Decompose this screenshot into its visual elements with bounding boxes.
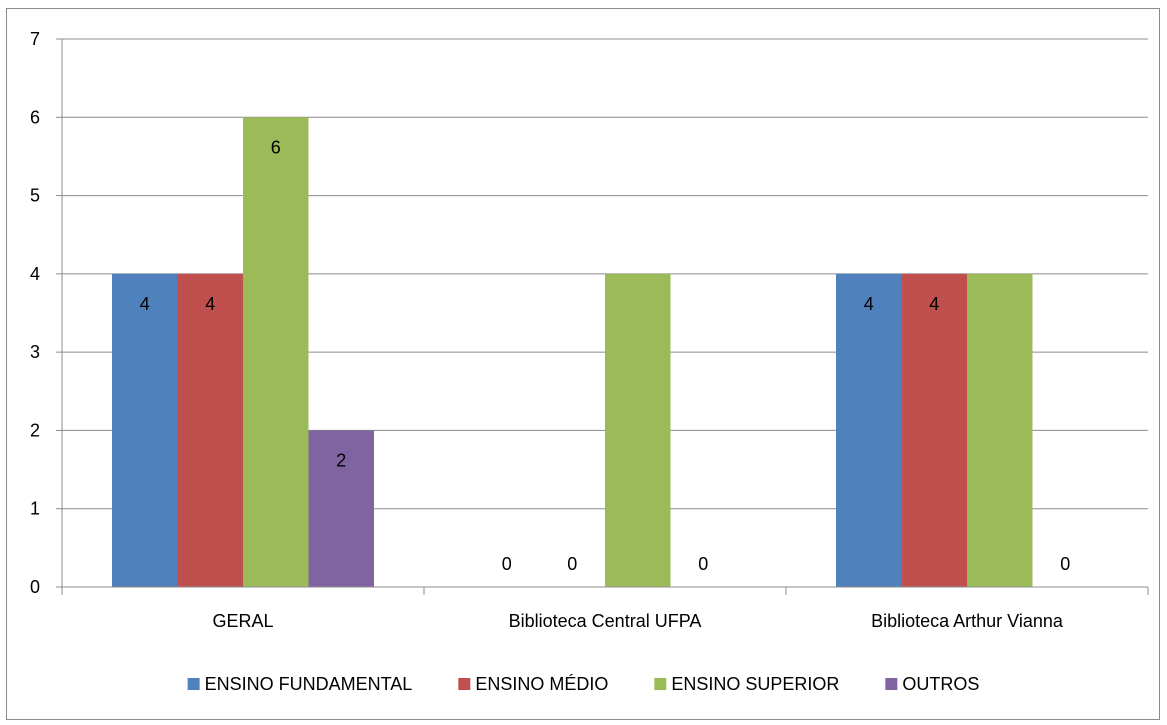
bar xyxy=(177,273,243,587)
y-tick-label: 2 xyxy=(30,420,40,440)
data-label: 0 xyxy=(567,554,577,574)
bar xyxy=(308,430,374,587)
x-tick-label: Biblioteca Arthur Vianna xyxy=(871,611,1064,631)
y-tick-label: 7 xyxy=(30,29,40,49)
legend-swatch xyxy=(187,678,200,690)
legend-entry: OUTROS xyxy=(902,674,979,694)
data-labels: 4 4 6 2 0 0 0 4 4 0 xyxy=(140,137,1071,574)
bar xyxy=(605,273,671,587)
legend-entry: ENSINO FUNDAMENTAL xyxy=(205,674,413,694)
x-tick-label: Biblioteca Central UFPA xyxy=(509,611,702,631)
bar xyxy=(901,273,967,587)
bars xyxy=(112,117,1033,588)
legend-entry: ENSINO SUPERIOR xyxy=(671,674,839,694)
data-label: 4 xyxy=(205,294,215,314)
data-label: 0 xyxy=(698,554,708,574)
data-label: 4 xyxy=(929,294,939,314)
data-label: 0 xyxy=(502,554,512,574)
y-tick-label: 4 xyxy=(30,264,40,284)
bar xyxy=(112,273,178,587)
bar xyxy=(836,273,902,587)
data-label: 2 xyxy=(336,450,346,470)
data-label: 6 xyxy=(271,137,281,157)
axes: 0 1 2 3 4 5 6 7 GERAL Biblioteca Central UFPA Bibl… xyxy=(30,29,1149,631)
y-tick-label: 1 xyxy=(30,499,40,519)
y-tick-label: 6 xyxy=(30,107,40,127)
bar xyxy=(243,117,309,588)
x-tick-label: GERAL xyxy=(212,611,273,631)
data-label: 0 xyxy=(1060,554,1070,574)
legend-swatch xyxy=(458,678,471,690)
y-tick-label: 5 xyxy=(30,186,40,206)
legend-entry: ENSINO MÉDIO xyxy=(475,674,608,694)
bar xyxy=(967,273,1033,587)
y-tick-label: 3 xyxy=(30,342,40,362)
y-tick-label: 0 xyxy=(30,577,40,597)
legend-swatch xyxy=(654,678,667,690)
legend: ENSINO FUNDAMENTAL ENSINO MÉDIO ENSINO SUP… xyxy=(187,674,979,694)
data-label: 4 xyxy=(140,294,150,314)
data-label: 4 xyxy=(864,294,874,314)
legend-swatch xyxy=(885,678,898,690)
